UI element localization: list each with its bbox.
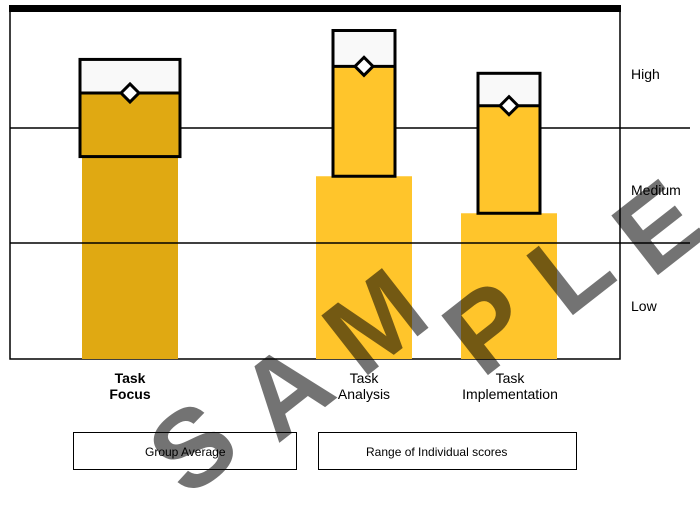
category-label-task-implementation: Task Implementation [462,370,558,402]
band-label-medium: Medium [631,182,681,198]
range-box-task-analysis [331,29,397,178]
legend-range: Range of Individual scores [318,432,577,470]
bar-task-implementation [461,213,557,359]
group-average-marker-task-analysis [352,55,376,78]
legend-group-average: Group Average [73,432,297,470]
range-box-task-implementation [476,71,542,215]
group-average-marker-task-implementation [497,94,521,117]
range-lower-task-analysis [333,66,395,177]
bar-task-analysis [316,176,412,359]
range-lower-task-implementation [478,105,540,214]
legend-range-label: Range of Individual scores [366,445,508,459]
chart-canvas [9,5,690,466]
group-average-marker-task-focus [118,81,142,105]
bar-task-focus [82,156,178,359]
category-label-task-focus: Task Focus [109,370,151,402]
legend-group-average-label: Group Average [145,445,226,459]
plot-top-border [9,5,621,12]
band-label-high: High [631,66,660,82]
range-box-task-focus [78,57,182,159]
band-label-low: Low [631,298,657,314]
category-label-task-analysis: Task Analysis [337,370,391,402]
